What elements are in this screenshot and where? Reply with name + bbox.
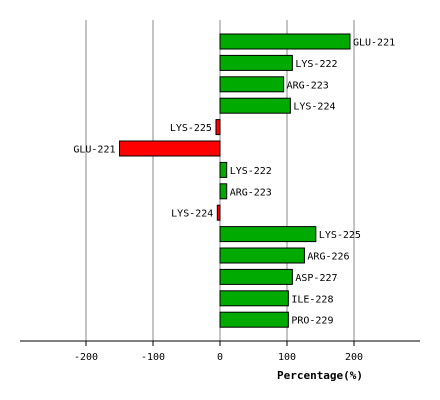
x-axis-label: Percentage(%) (277, 369, 363, 382)
bar-4 (215, 119, 221, 136)
bar-label-10: ARG-226 (307, 252, 349, 263)
bar-label-4: LYS-225 (170, 123, 212, 134)
bar-6 (219, 161, 228, 178)
bar-label-0: GLU-221 (353, 38, 395, 49)
bar-8 (216, 204, 221, 221)
bar-2 (219, 76, 285, 93)
bar-9 (219, 226, 317, 243)
bar-0 (219, 33, 351, 50)
bar-7 (219, 183, 228, 200)
bar-label-1: LYS-222 (295, 59, 337, 70)
bars-group (119, 33, 351, 328)
grid-lines (85, 20, 355, 341)
x-tick-label-2: 0 (217, 352, 223, 363)
x-tick-label-1: -100 (141, 352, 165, 363)
bar-label-11: ASP-227 (295, 273, 337, 284)
x-ticks-group: -200 -100 0 100 200 (74, 341, 363, 363)
bar-12 (219, 290, 289, 307)
bar-13 (219, 311, 289, 328)
x-tick-label-0: -200 (74, 352, 98, 363)
bar-10 (219, 247, 305, 264)
bar-label-7: ARG-223 (230, 187, 272, 198)
bar-label-6: LYS-222 (230, 166, 272, 177)
bar-labels-group: GLU-221 LYS-222 ARG-223 LYS-224 LYS-225 GLU-2… (73, 38, 395, 327)
bar-label-13: PRO-229 (291, 316, 333, 327)
x-tick-label-4: 200 (345, 352, 363, 363)
bar-label-9: LYS-225 (319, 230, 361, 241)
bar-3 (219, 97, 291, 114)
bar-label-3: LYS-224 (293, 102, 335, 113)
bar-5 (119, 140, 221, 157)
bar-1 (219, 54, 293, 71)
bar-label-2: ARG-223 (287, 80, 329, 91)
bar-label-5: GLU-221 (73, 145, 115, 156)
bar-11 (219, 268, 293, 285)
x-tick-label-3: 100 (278, 352, 296, 363)
bar-label-8: LYS-224 (171, 209, 213, 220)
bar-label-12: ILE-228 (291, 294, 333, 305)
